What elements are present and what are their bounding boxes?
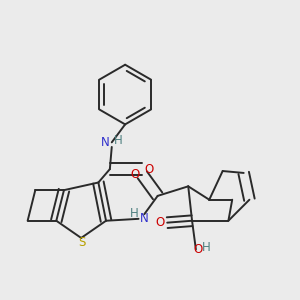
Text: O: O [156, 216, 165, 229]
Text: O: O [131, 168, 140, 182]
Text: O: O [193, 243, 203, 256]
Text: H: H [202, 241, 211, 254]
Text: S: S [78, 236, 85, 249]
Text: N: N [100, 136, 109, 149]
Text: H: H [114, 134, 123, 147]
Text: N: N [140, 212, 148, 225]
Text: H: H [130, 207, 138, 220]
Text: O: O [145, 163, 154, 176]
